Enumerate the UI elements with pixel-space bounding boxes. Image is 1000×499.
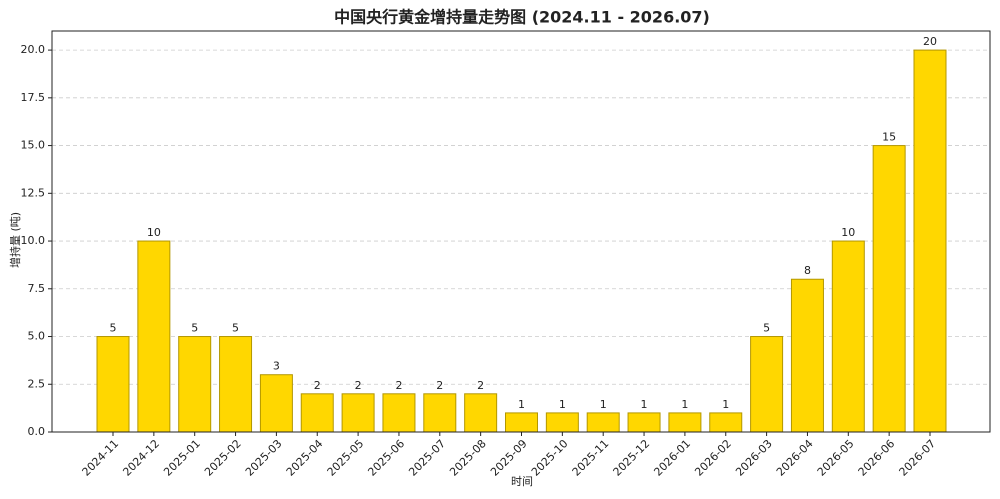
- x-tick-label: 2025-03: [243, 437, 285, 479]
- y-tick-label: 7.5: [28, 282, 46, 295]
- y-tick-label: 12.5: [21, 186, 46, 199]
- bar: [750, 336, 784, 433]
- bar: [709, 412, 743, 433]
- x-tick-label: 2024-12: [120, 437, 162, 479]
- bar: [668, 412, 702, 433]
- bar: [423, 393, 457, 433]
- x-tick-label: 2025-05: [325, 437, 367, 479]
- value-label: 1: [641, 398, 648, 411]
- value-label: 5: [191, 322, 198, 335]
- value-label: 8: [804, 264, 811, 277]
- x-tick-label: 2025-11: [570, 437, 612, 479]
- bar: [913, 49, 947, 433]
- y-tick-label: 15.0: [21, 139, 46, 152]
- value-label: 1: [600, 398, 607, 411]
- y-axis-label: 增持量 (吨): [8, 212, 22, 268]
- bar: [790, 278, 824, 433]
- x-tick-label: 2025-06: [365, 437, 407, 479]
- bar: [137, 240, 171, 433]
- y-tick-label: 0.0: [28, 425, 46, 438]
- bar: [831, 240, 865, 433]
- bar: [627, 412, 661, 433]
- value-label: 10: [147, 226, 161, 239]
- bar: [464, 393, 498, 433]
- x-tick-label: 2025-01: [161, 437, 203, 479]
- x-tick-label: 2026-06: [856, 437, 898, 479]
- bar: [586, 412, 620, 433]
- x-tick-label: 2026-04: [774, 437, 816, 479]
- value-label: 1: [518, 398, 525, 411]
- bar: [96, 336, 130, 433]
- value-label: 5: [232, 322, 239, 335]
- y-tick-label: 17.5: [21, 91, 46, 104]
- chart-title: 中国央行黄金增持量走势图 (2024.11 - 2026.07): [334, 8, 710, 27]
- value-label: 1: [722, 398, 729, 411]
- plot-frame: [51, 30, 991, 433]
- x-tick-label: 2026-01: [651, 437, 693, 479]
- x-tick-label: 2025-10: [529, 437, 571, 479]
- x-tick-label: 2025-08: [447, 437, 489, 479]
- x-tick-label: 2024-11: [80, 437, 122, 479]
- y-tick-label: 20.0: [21, 43, 46, 56]
- y-tick-label: 5.0: [28, 330, 46, 343]
- x-tick-label: 2025-07: [406, 437, 448, 479]
- x-tick-label: 2025-04: [284, 437, 326, 479]
- bar: [545, 412, 579, 433]
- value-label: 2: [477, 379, 484, 392]
- bar: [872, 145, 906, 433]
- value-label: 15: [882, 131, 896, 144]
- x-tick-label: 2026-02: [692, 437, 734, 479]
- value-label: 10: [841, 226, 855, 239]
- bar: [505, 412, 538, 433]
- x-tick-label: 2026-05: [815, 437, 857, 479]
- bar: [382, 393, 416, 433]
- x-tick-label: 2025-12: [611, 437, 653, 479]
- x-axis-label: 时间: [511, 475, 533, 488]
- value-label: 20: [923, 35, 937, 48]
- bar: [300, 393, 334, 433]
- value-label: 5: [110, 322, 117, 335]
- x-tick-label: 2026-03: [733, 437, 775, 479]
- bar: [178, 336, 212, 433]
- value-label: 2: [436, 379, 443, 392]
- value-label: 1: [559, 398, 566, 411]
- x-tick-label: 2026-07: [897, 437, 939, 479]
- y-tick-label: 10.0: [21, 234, 46, 247]
- value-label: 2: [395, 379, 402, 392]
- value-label: 2: [314, 379, 321, 392]
- y-tick-label: 2.5: [28, 377, 46, 390]
- bar: [219, 336, 253, 433]
- x-tick-label: 2025-02: [202, 437, 244, 479]
- value-label: 5: [763, 322, 770, 335]
- value-label: 2: [355, 379, 362, 392]
- x-tick-label: 2025-09: [488, 437, 530, 479]
- value-label: 3: [273, 360, 280, 373]
- value-label: 1: [681, 398, 688, 411]
- bar: [341, 393, 375, 433]
- bar: [259, 374, 293, 433]
